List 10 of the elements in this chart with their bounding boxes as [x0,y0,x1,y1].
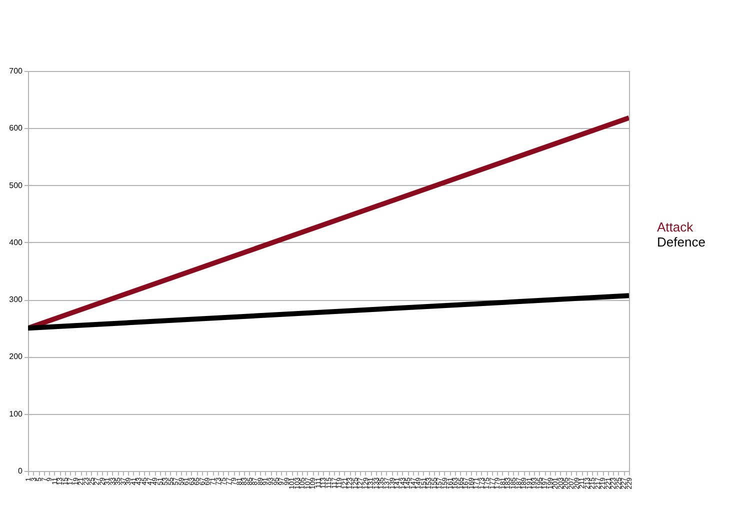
y-tick-label: 300 [9,295,24,304]
y-tick-label: 400 [9,238,24,247]
y-tick-label: 700 [9,66,24,76]
y-tick-label: 200 [9,352,24,362]
y-tick-label: 0 [18,466,24,476]
text: Defence [657,234,706,250]
y-tick-label: 600 [9,124,24,133]
y-tick-label: 100 [9,409,24,418]
y-tick-label: 500 [9,180,24,190]
text: Attack [657,220,694,234]
